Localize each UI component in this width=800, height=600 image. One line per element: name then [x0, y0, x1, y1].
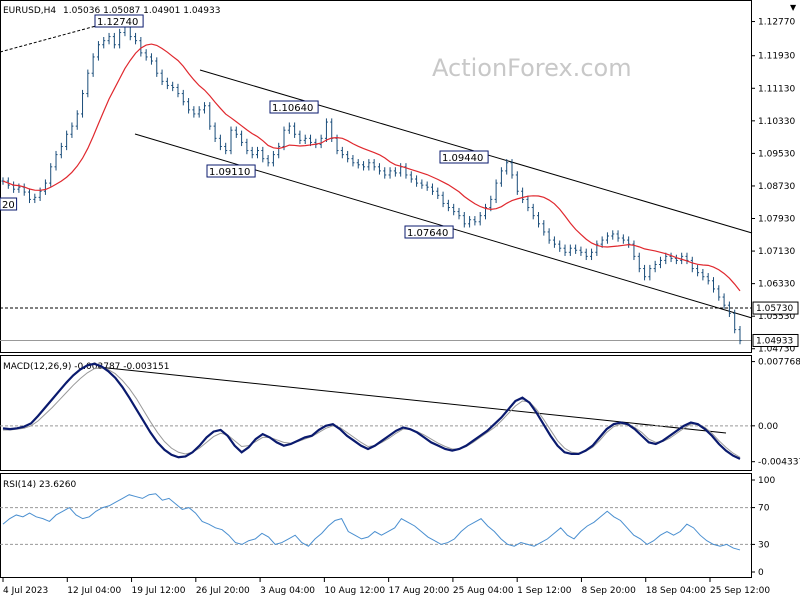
macd-line: [2, 362, 741, 460]
swing-price-label: 1.10640: [272, 103, 313, 114]
current-price-label: 1.04933: [756, 336, 793, 346]
swing-price-label: 1.07640: [407, 228, 448, 239]
collapse-arrow-icon[interactable]: ▼: [790, 3, 797, 12]
price-tick-label: 1.11930: [758, 52, 795, 62]
swing-price-label-box: [206, 164, 256, 178]
price-tick-label: 1.09530: [758, 149, 795, 159]
swing-price-label-box: [0, 197, 18, 211]
rsi-tick-label: 0: [758, 568, 764, 578]
rsi-title: RSI(14) 23.6260: [3, 480, 76, 490]
macd-panel: [0, 355, 752, 471]
rsi-tick-label: 30: [758, 540, 770, 550]
macd-tick-label: 0.007768: [758, 358, 800, 368]
price-tick-label: 1.06330: [758, 280, 795, 290]
time-tick-label: 4 Jul 2023: [3, 586, 48, 596]
time-tick-label: 25 Aug 04:00: [453, 586, 514, 596]
watermark: ActionForex.com: [432, 54, 632, 82]
swing-price-label-box: [94, 14, 144, 28]
rsi-tick-label: 100: [758, 476, 775, 486]
swing-price-label: 1.12740: [97, 17, 138, 28]
price-tick-label: 1.11130: [758, 84, 795, 94]
macd-trendline: [97, 366, 727, 434]
time-tick-label: 18 Sep 04:00: [646, 586, 706, 596]
macd-tick-label: -0.004337: [758, 458, 800, 468]
svg-text:EURUSD,H4 1.05036 1.05087: EURUSD,H4 1.05036 1.05087 1.04901 1.0493…: [3, 6, 220, 16]
swing-price-label-box: [439, 150, 489, 164]
time-tick-label: 26 Jul 20:00: [196, 586, 250, 596]
price-tick-label: 1.07130: [758, 247, 795, 257]
price-tick-label: 1.10330: [758, 117, 795, 127]
level-price-label-box: [752, 301, 799, 315]
rsi-line: [2, 493, 741, 551]
macd-signal-line: [3, 367, 741, 458]
time-tick-label: 25 Sep 12:00: [710, 586, 770, 596]
ohlc-readout: 1.05036 1.05087 1.04901 1.04933: [63, 6, 220, 16]
time-tick-label: 1 Sep 12:00: [517, 586, 572, 596]
price-tick-label: 1.12770: [758, 18, 795, 28]
time-tick-label: 8 Sep 20:00: [581, 586, 636, 596]
level-price-label: 1.05730: [756, 304, 793, 314]
moving-average-line: [2, 43, 741, 292]
swing-price-label-box: [269, 100, 319, 114]
swing-price-label-box: [404, 225, 454, 239]
macd-tick-label: 0.00: [758, 422, 778, 432]
rsi-tick-label: 70: [758, 504, 770, 514]
swing-price-label: 20: [2, 200, 15, 211]
swing-price-label: 1.09440: [442, 153, 483, 164]
price-panel: [0, 0, 752, 353]
time-tick-label: 10 Aug 12:00: [324, 586, 385, 596]
time-tick-label: 19 Jul 12:00: [132, 586, 186, 596]
price-tick-label: 1.05530: [758, 312, 795, 322]
price-tick-label: 1.07930: [758, 215, 795, 225]
swing-price-label: 1.09110: [209, 167, 250, 178]
current-price-label-box: [752, 333, 799, 347]
symbol-label: EURUSD,H4: [3, 6, 56, 16]
time-tick-label: 3 Aug 04:00: [260, 586, 315, 596]
time-tick-label: 12 Jul 04:00: [67, 586, 121, 596]
time-tick-label: 17 Aug 20:00: [389, 586, 450, 596]
rsi-panel: [0, 473, 752, 578]
price-tick-label: 1.04730: [758, 345, 795, 355]
price-tick-label: 1.08730: [758, 182, 795, 192]
